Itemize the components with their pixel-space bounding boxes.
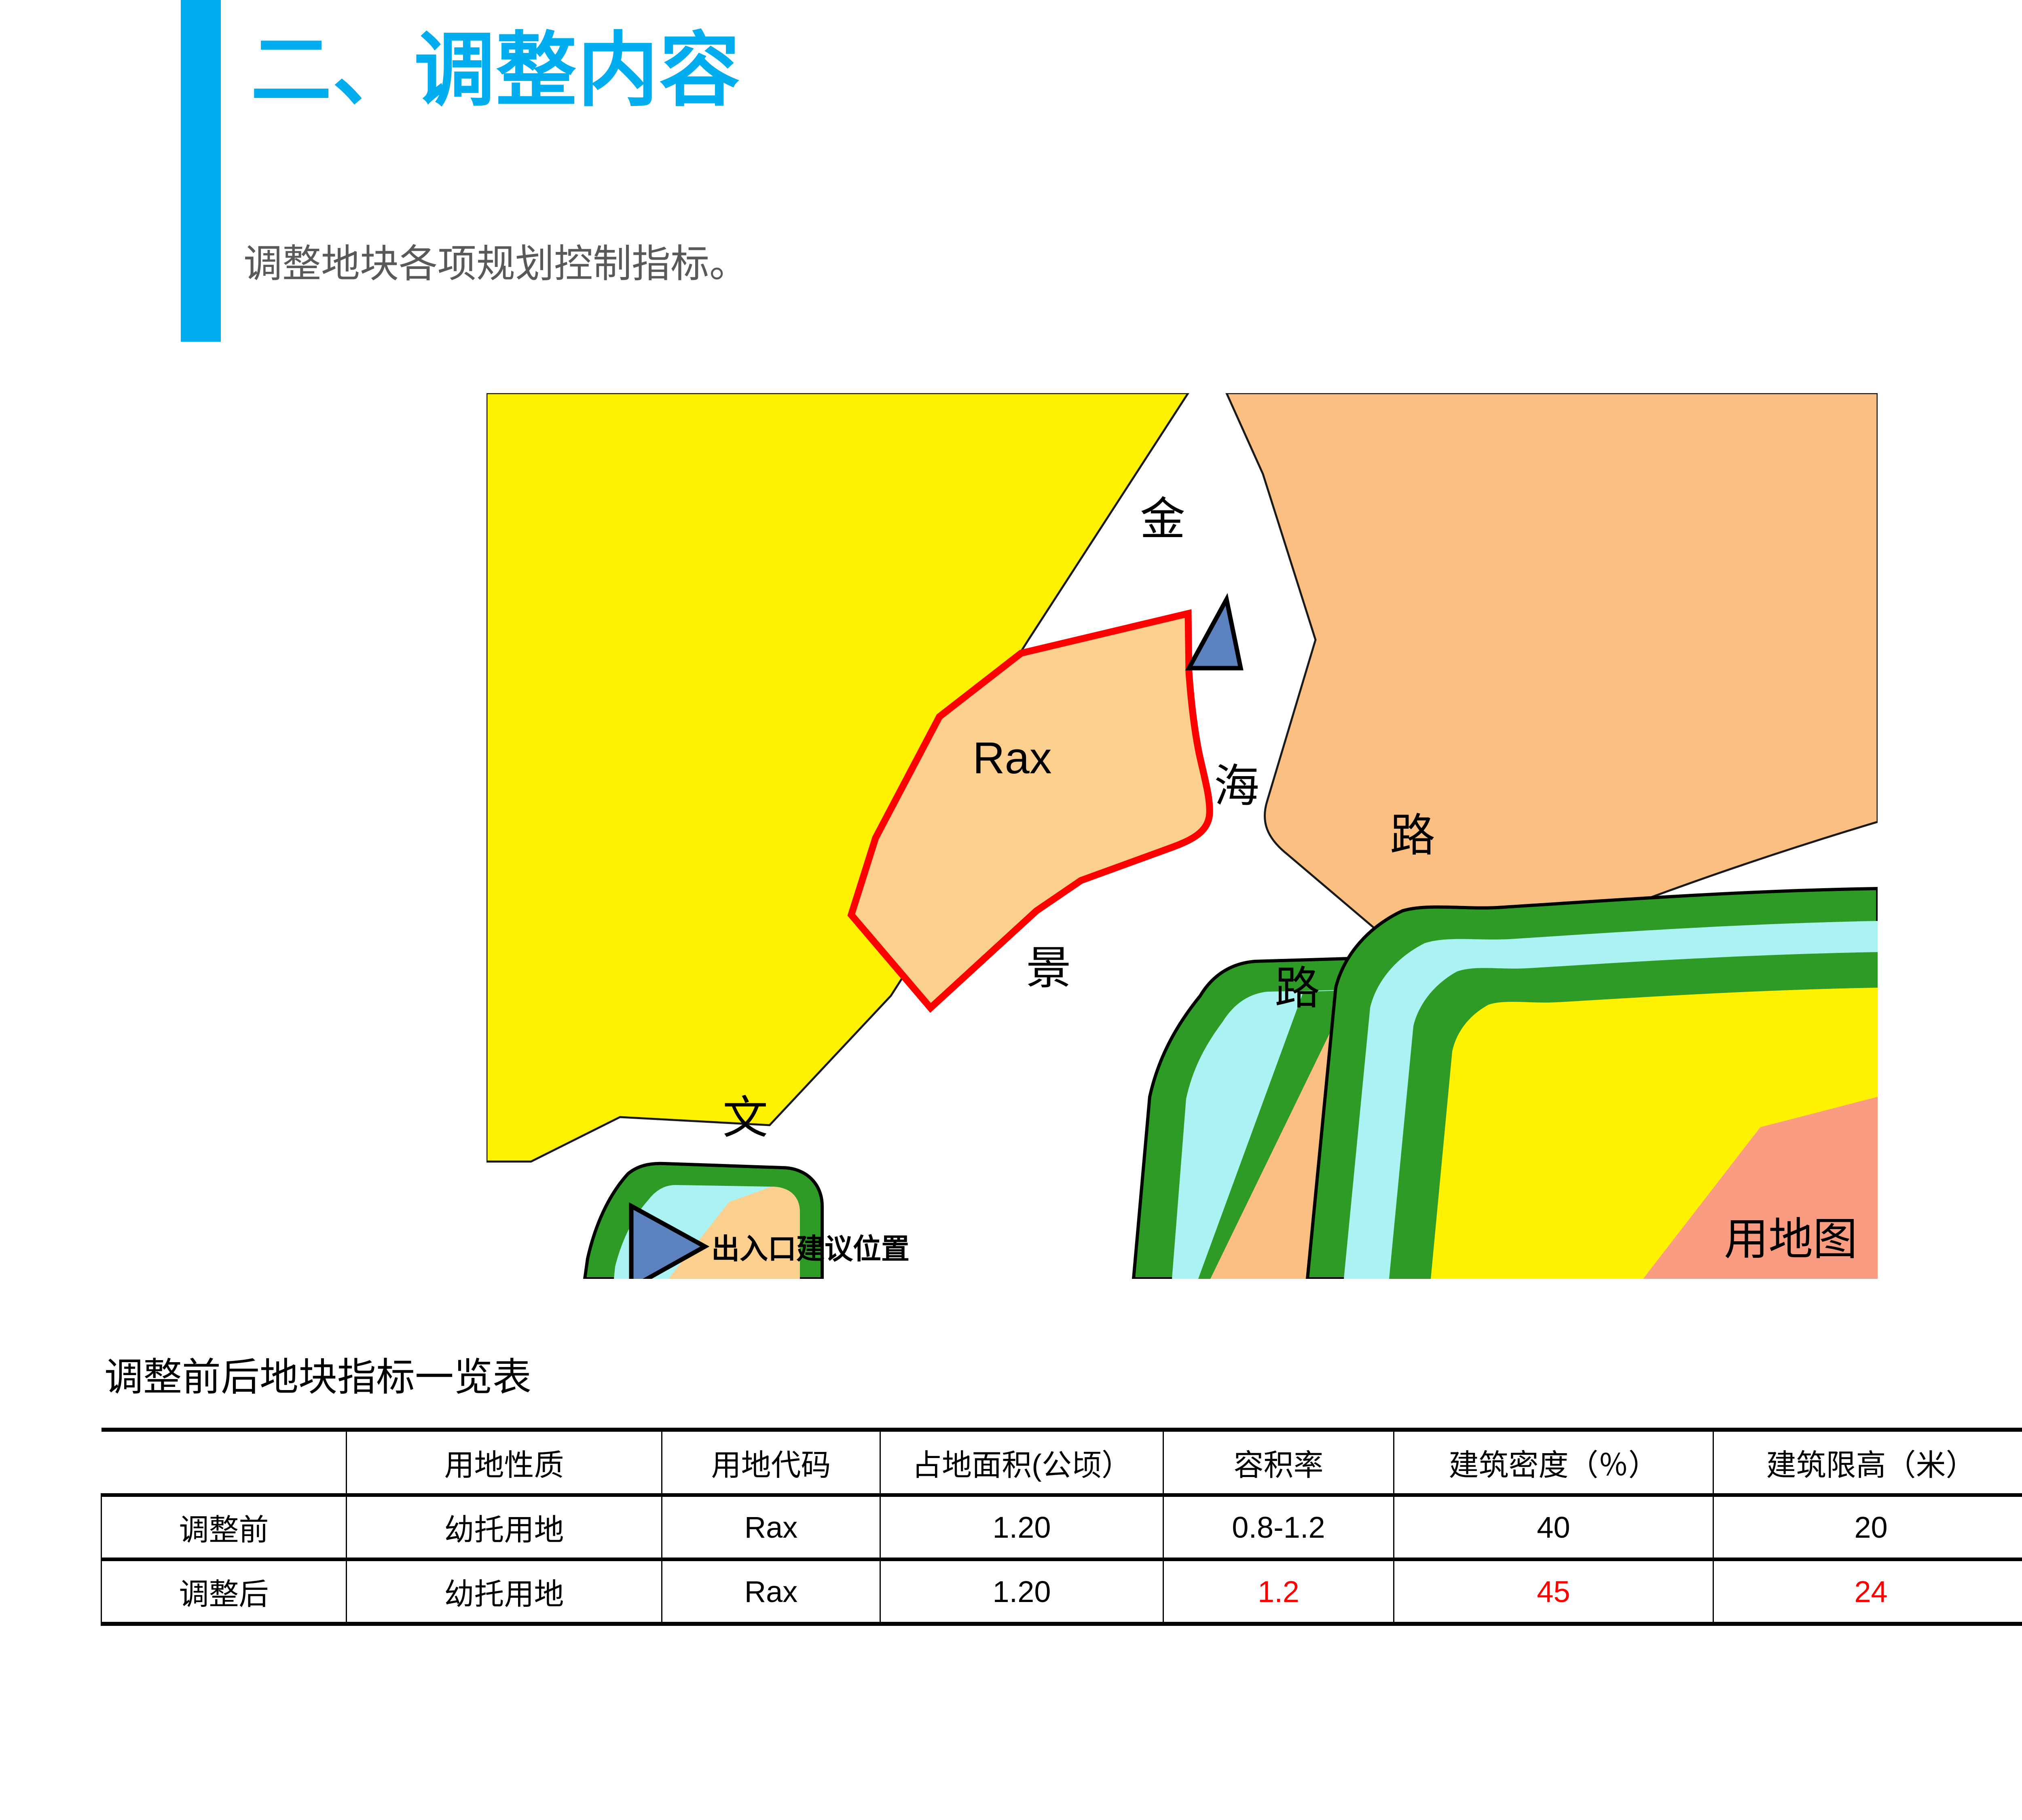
table-header-cell-blank (101, 1430, 347, 1497)
table-caption: 调整前后地块指标一览表 (104, 1356, 531, 1399)
table-row: 调整前 幼托用地 Rax 1.20 0.8-1.2 40 20 25 (101, 1494, 2022, 1561)
page-subtitle: 调整地块各项规划控制指标。 (243, 242, 748, 286)
cell-site-area-after: 1.20 (880, 1559, 1164, 1625)
cell-height-limit-after: 24 (1713, 1559, 2022, 1625)
land-use-map: 金 海 路 景 路 文 Rax 出入口建议位置 用地图 (486, 393, 1878, 1279)
landuse-block-public-ne (1225, 393, 1878, 969)
title-accent-bar (181, 0, 221, 342)
landuse-parcel-sw-small (668, 1187, 800, 1279)
map-corner-title: 用地图 (1724, 1215, 1857, 1264)
street-label-jing: 景 (1026, 943, 1071, 993)
street-label-wen: 文 (723, 1092, 768, 1143)
cell-landuse-type-before: 幼托用地 (346, 1494, 662, 1561)
indicator-comparison-table: 用地性质 用地代码 占地面积(公顷） 容积率 建筑密度（％） 建筑限高（米） 绿… (101, 1428, 2022, 1626)
parcel-rax (847, 609, 1213, 1013)
cell-landuse-code-after: Rax (661, 1559, 881, 1625)
cell-far-before: 0.8-1.2 (1163, 1494, 1394, 1561)
cell-site-area-before: 1.20 (880, 1494, 1164, 1561)
legend-marker-icon (629, 1202, 710, 1279)
table-header-row: 用地性质 用地代码 占地面积(公顷） 容积率 建筑密度（％） 建筑限高（米） 绿… (101, 1429, 2022, 1497)
row-label-after: 调整后 (101, 1559, 347, 1625)
landuse-block-east-salmon (1643, 1097, 1878, 1279)
cell-landuse-type-after: 幼托用地 (346, 1559, 662, 1625)
cell-building-density-before: 40 (1393, 1494, 1714, 1561)
cell-far-after: 1.2 (1163, 1559, 1394, 1625)
cell-height-limit-before: 20 (1713, 1494, 2022, 1561)
page-title: 二、调整内容 (251, 25, 741, 116)
access-point-marker-icon (1185, 593, 1244, 671)
legend-label: 出入口建议位置 (711, 1233, 909, 1265)
table-header-cell-landuse-type: 用地性质 (346, 1429, 662, 1497)
table-header-cell-site-area: 占地面积(公顷） (880, 1429, 1164, 1497)
row-label-before: 调整前 (101, 1494, 347, 1561)
table-header-cell-height-limit: 建筑限高（米） (1713, 1429, 2022, 1497)
table-header-cell-landuse-code: 用地代码 (661, 1429, 881, 1497)
street-label-lu-east: 路 (1390, 810, 1435, 861)
parcel-code-label: Rax (973, 733, 1052, 783)
table-header-cell-far: 容积率 (1163, 1429, 1394, 1497)
cell-building-density-after: 45 (1393, 1559, 1714, 1625)
street-label-hai: 海 (1214, 761, 1259, 811)
cell-landuse-code-before: Rax (661, 1494, 881, 1561)
street-label-lu-south: 路 (1275, 963, 1320, 1014)
street-label-jin: 金 (1140, 494, 1185, 544)
table-header-cell-building-density: 建筑密度（％） (1393, 1429, 1714, 1497)
table-row: 调整后 幼托用地 Rax 1.20 1.2 45 24 20 (101, 1559, 2022, 1625)
